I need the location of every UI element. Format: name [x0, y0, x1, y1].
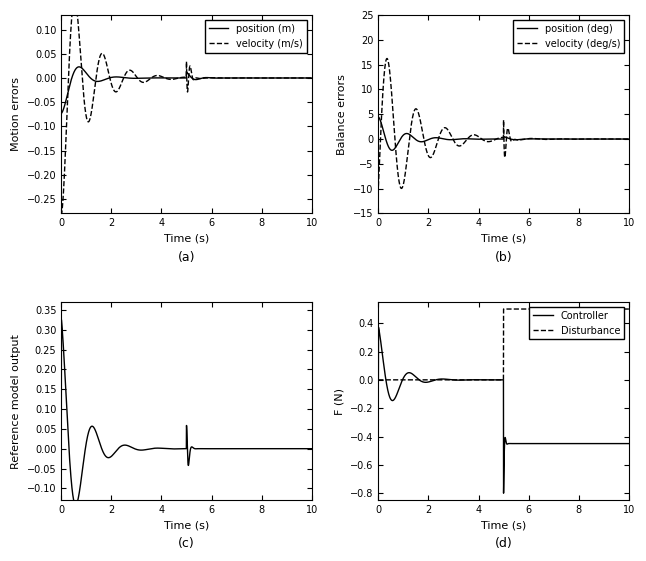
- X-axis label: Time (s): Time (s): [481, 521, 526, 531]
- Y-axis label: F (N): F (N): [335, 388, 344, 415]
- Legend: position (deg), velocity (deg/s): position (deg), velocity (deg/s): [514, 20, 624, 53]
- X-axis label: Time (s): Time (s): [164, 234, 209, 244]
- Title: (d): (d): [495, 537, 512, 550]
- Legend: position (m), velocity (m/s): position (m), velocity (m/s): [205, 20, 307, 53]
- Y-axis label: Motion errors: Motion errors: [11, 77, 21, 151]
- Y-axis label: Balance errors: Balance errors: [337, 74, 348, 155]
- Legend: Controller, Disturbance: Controller, Disturbance: [530, 307, 624, 339]
- X-axis label: Time (s): Time (s): [164, 521, 209, 531]
- Title: (a): (a): [178, 251, 195, 264]
- Title: (c): (c): [178, 537, 195, 550]
- X-axis label: Time (s): Time (s): [481, 234, 526, 244]
- Title: (b): (b): [495, 251, 512, 264]
- Y-axis label: Reference model output: Reference model output: [11, 334, 21, 468]
